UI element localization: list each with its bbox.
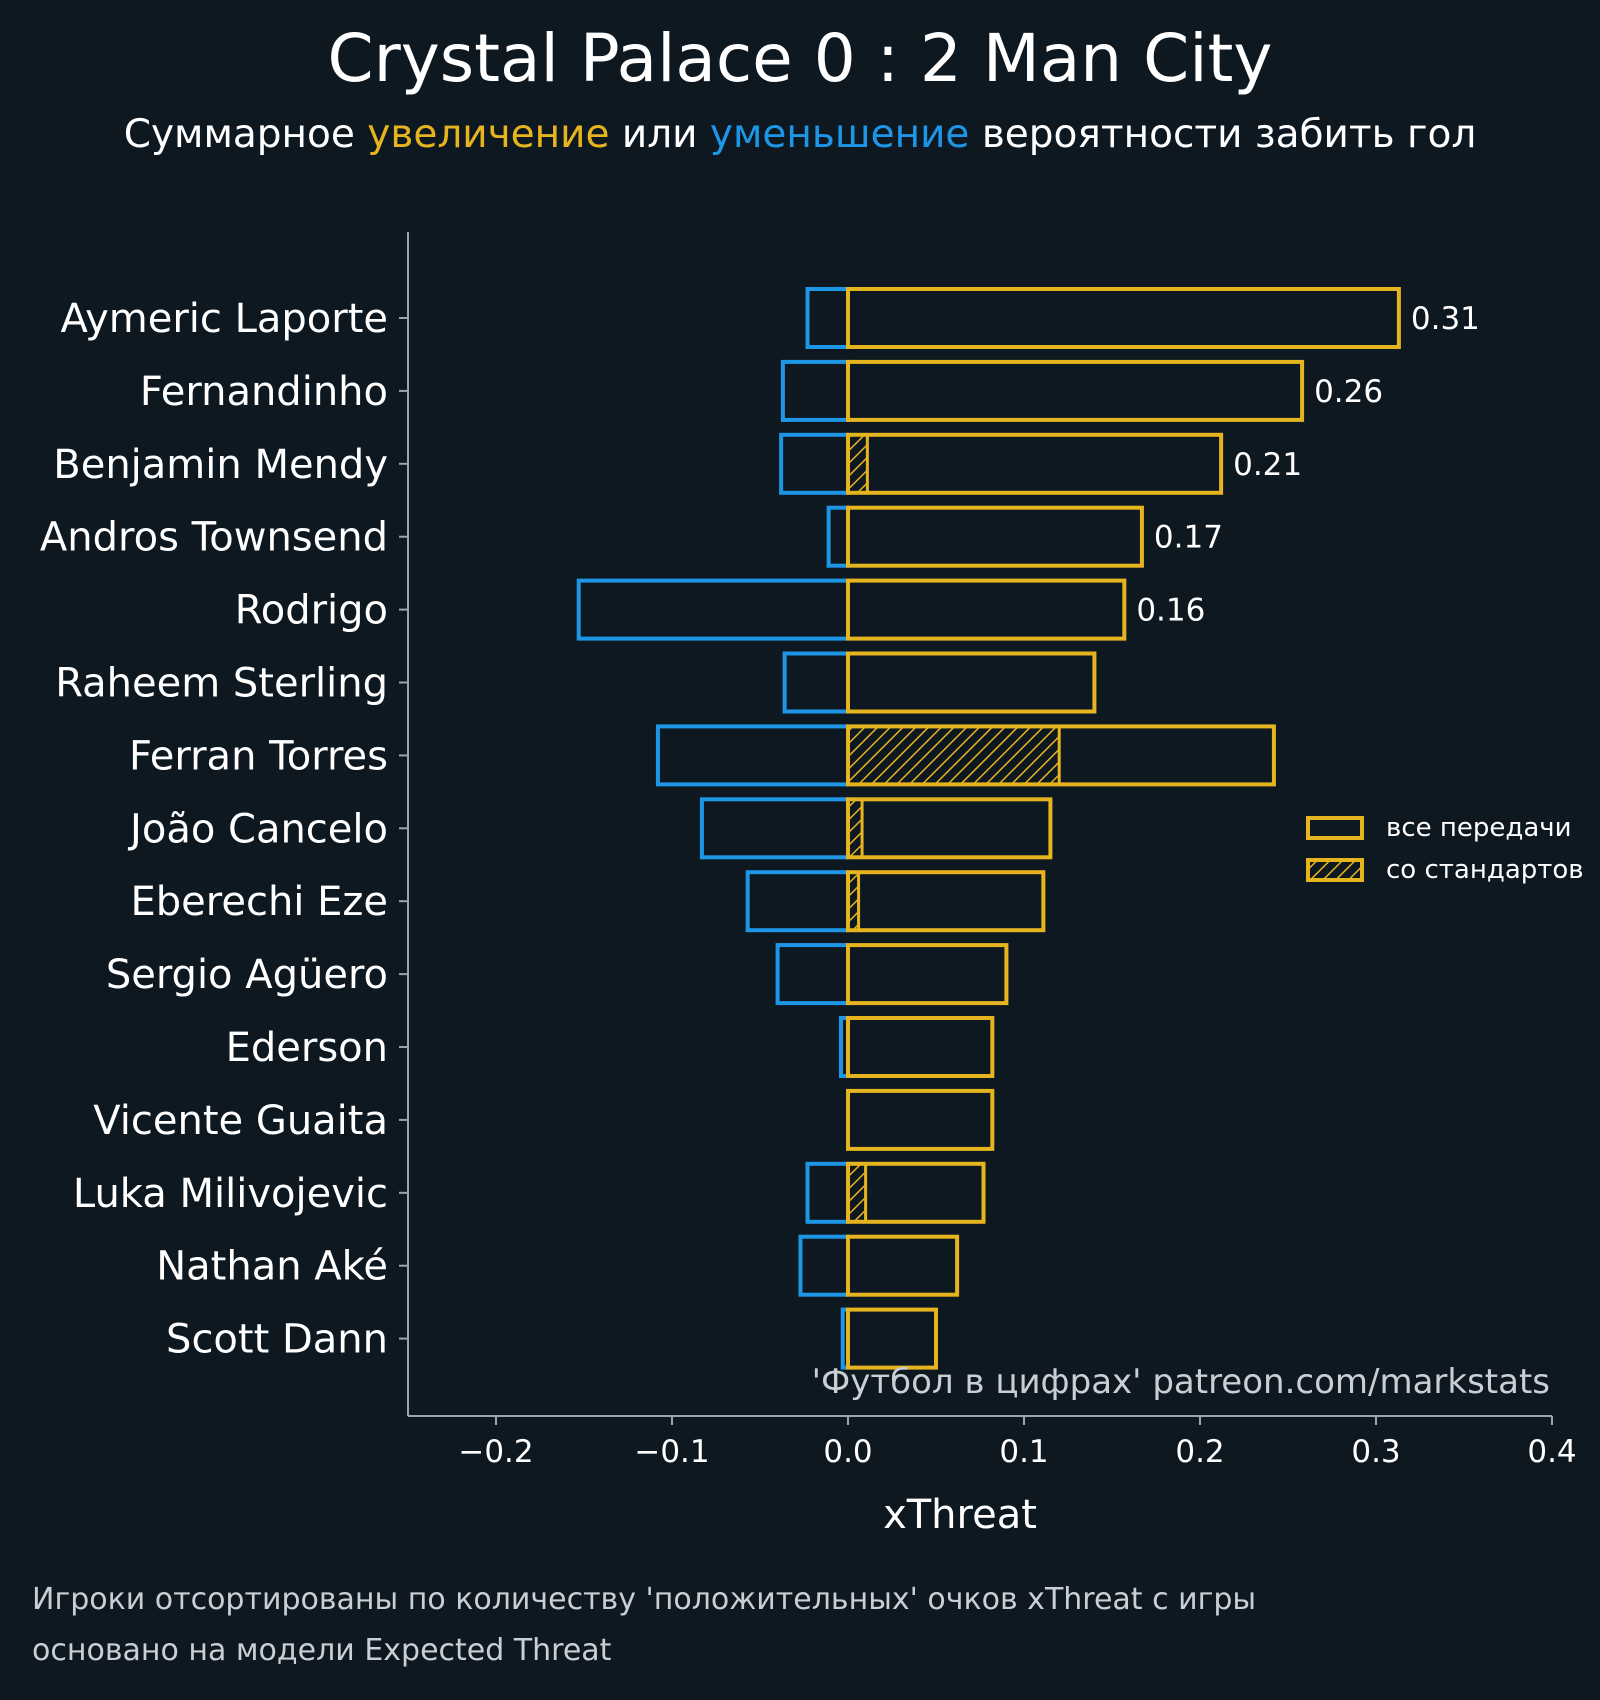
subtitle-part-3: или: [609, 112, 710, 157]
bars-layer: 0.31 0.26 0.21 0.17 0.16: [576, 287, 1480, 1370]
bar-set-piece: [846, 724, 1061, 786]
x-tick-label: 0.4: [1527, 1434, 1576, 1470]
bar-increase: [846, 1088, 995, 1151]
y-tick-label: Benjamin Mendy: [53, 442, 388, 488]
bar-value-label: 0.16: [1136, 593, 1205, 629]
bar-decrease: [782, 651, 851, 714]
bar-decrease: [805, 287, 851, 349]
bar-set-piece: [846, 1162, 868, 1224]
bar-value-label: 0.26: [1314, 374, 1383, 410]
bar-increase: [846, 797, 1053, 860]
footnote-sorting: Игроки отсортированы по количеству 'поло…: [32, 1582, 1257, 1617]
bar-decrease: [780, 359, 851, 422]
y-tick-label: Fernandinho: [140, 369, 388, 415]
bar-value-label: 0.17: [1154, 520, 1223, 556]
footnote-model: основано на модели Expected Threat: [32, 1633, 612, 1668]
y-tick-label: Sergio Agüero: [106, 952, 388, 998]
bar-increase: [846, 1307, 938, 1370]
legend-swatch-all-passes: [1306, 816, 1364, 840]
y-tick-label: Andros Townsend: [40, 515, 388, 561]
axes-layer: −0.2 −0.1 0.0 0.1 0.2 0.3 0.4 Aymeric Laporte Fe…: [40, 232, 1577, 1470]
y-tick-label: Aymeric Laporte: [60, 296, 388, 342]
bar-increase: [846, 1161, 986, 1224]
bar-decrease: [798, 1234, 850, 1297]
bar-increase: [846, 651, 1097, 714]
bar-set-piece: [846, 797, 864, 859]
x-tick-label: 0.0: [823, 1434, 872, 1470]
y-tick-label: Raheem Sterling: [55, 661, 388, 707]
x-axis-label: xThreat: [883, 1492, 1037, 1538]
x-tick-label: −0.2: [458, 1434, 533, 1470]
x-tick-label: 0.1: [999, 1434, 1048, 1470]
bar-increase: [846, 724, 1276, 787]
bar-decrease: [775, 943, 850, 1006]
y-tick-label: Ferran Torres: [129, 733, 388, 779]
bar-decrease: [779, 432, 850, 495]
bar-value-label: 0.31: [1411, 301, 1480, 337]
bar-value-label: 0.21: [1233, 447, 1302, 483]
x-tick-label: −0.1: [634, 1434, 709, 1470]
chart-title: Crystal Palace 0 : 2 Man City: [327, 20, 1273, 97]
y-tick-label: João Cancelo: [127, 806, 388, 852]
bar-decrease: [655, 724, 850, 787]
y-tick-label: Eberechi Eze: [131, 879, 389, 925]
y-tick-label: Rodrigo: [235, 588, 388, 634]
x-tick-label: 0.3: [1351, 1434, 1400, 1470]
bar-decrease: [699, 797, 850, 860]
bar-decrease: [826, 505, 851, 568]
bar-increase: [846, 505, 1144, 568]
subtitle-part-5: вероятности забить гол: [969, 112, 1477, 157]
bar-increase: [846, 943, 1009, 1006]
y-tick-label: Scott Dann: [166, 1317, 388, 1363]
bar-increase: [846, 578, 1127, 641]
bar-increase: [846, 1016, 995, 1078]
bar-decrease: [745, 870, 850, 933]
y-tick-label: Nathan Aké: [156, 1244, 388, 1290]
bar-set-piece: [846, 433, 869, 495]
bar-increase: [846, 432, 1224, 495]
y-tick-label: Luka Milivojevic: [73, 1171, 388, 1217]
watermark: 'Футбол в цифрах' patreon.com/markstats: [812, 1362, 1550, 1402]
legend: все передачи со стандартов: [1306, 813, 1584, 885]
bar-increase: [846, 287, 1401, 349]
subtitle-part-1: Суммарное: [123, 112, 368, 157]
subtitle-increase-word: увеличение: [367, 112, 610, 157]
bar-decrease: [576, 578, 850, 641]
y-tick-label: Vicente Guaita: [93, 1098, 388, 1144]
legend-label-all-passes: все передачи: [1386, 813, 1572, 843]
bar-increase: [846, 870, 1046, 933]
x-tick-label: 0.2: [1175, 1434, 1224, 1470]
legend-label-set-piece: со стандартов: [1386, 855, 1584, 885]
bar-increase: [846, 1234, 960, 1297]
subtitle-decrease-word: уменьшение: [709, 112, 970, 157]
y-tick-label: Ederson: [226, 1025, 388, 1071]
chart-subtitle: Суммарное увеличение или уменьшение веро…: [0, 112, 1600, 157]
legend-swatch-set-piece: [1306, 858, 1364, 882]
bar-decrease: [805, 1161, 851, 1224]
bar-increase: [846, 359, 1305, 422]
